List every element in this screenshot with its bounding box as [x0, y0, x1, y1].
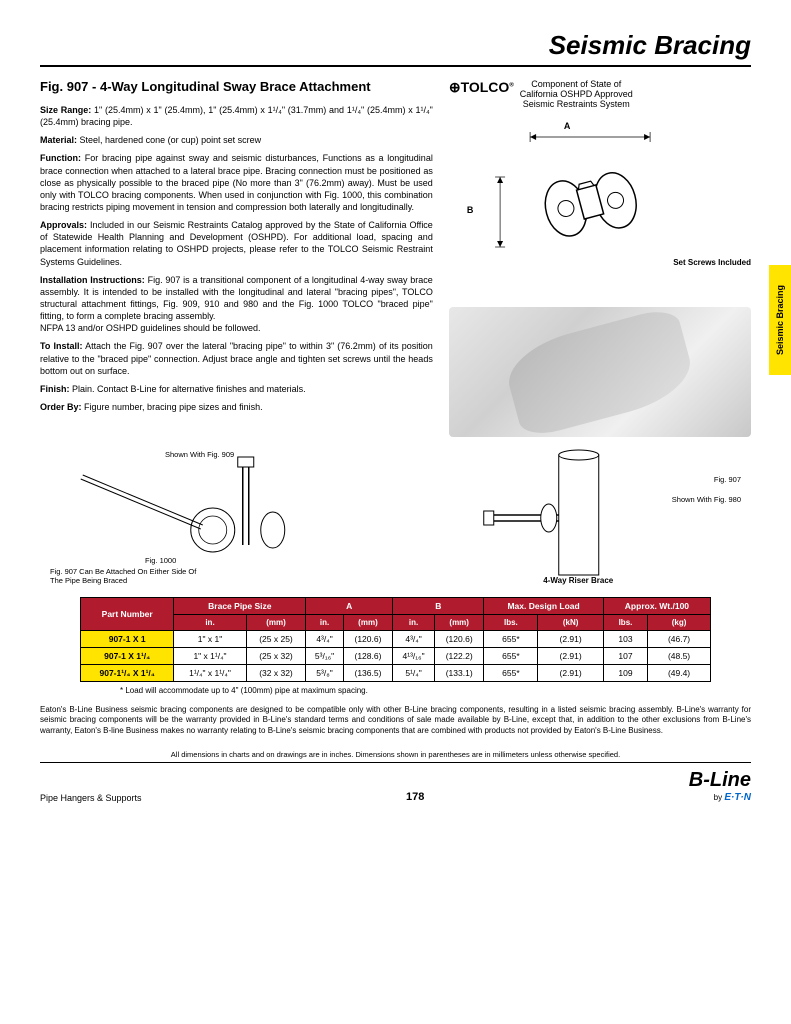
spec-table: Part Number Brace Pipe Size A B Max. Des…: [80, 597, 711, 682]
cell: 5³/₈": [306, 665, 343, 682]
left-column: Fig. 907 - 4-Way Longitudinal Sway Brace…: [40, 79, 433, 437]
brand-logo: ⊕TOLCO®: [449, 79, 514, 96]
cell: (136.5): [343, 665, 392, 682]
th-load: Max. Design Load: [484, 598, 603, 615]
table-row: 907-1 X 1¹/₄1" x 1¹/₄"(25 x 32)5³/₁₆"(12…: [81, 648, 711, 665]
cell: 1" x 1": [174, 631, 246, 648]
th-sub: lbs.: [484, 615, 538, 631]
th-sub: in.: [174, 615, 246, 631]
assembly-diagram-right: Fig. 907 Shown With Fig. 980 4-Way Riser…: [406, 445, 752, 585]
order-by: Order By: Figure number, bracing pipe si…: [40, 401, 433, 413]
disclaimer: Eaton's B-Line Business seismic bracing …: [40, 705, 751, 736]
label-909: Shown With Fig. 909: [165, 450, 234, 459]
th-sub: (kN): [538, 615, 603, 631]
label-980: Shown With Fig. 980: [672, 495, 741, 504]
dim-b: B: [467, 205, 474, 215]
th-partnum: Part Number: [81, 598, 174, 631]
th-sub: (mm): [435, 615, 484, 631]
cell: (25 x 32): [246, 648, 306, 665]
th-sub: lbs.: [603, 615, 647, 631]
th-sub: in.: [393, 615, 435, 631]
page-header: Seismic Bracing: [40, 30, 751, 67]
cell: (25 x 25): [246, 631, 306, 648]
cell: 103: [603, 631, 647, 648]
label-907: Fig. 907: [714, 475, 741, 484]
size-range: Size Range: 1" (25.4mm) x 1" (25.4mm), 1…: [40, 104, 433, 128]
main-diagram: A B Set Screws Included: [449, 117, 751, 297]
cell: (2.91): [538, 648, 603, 665]
cell: 655*: [484, 631, 538, 648]
footer: Pipe Hangers & Supports 178 B-Line by E·…: [40, 769, 751, 803]
mid-diagrams: Shown With Fig. 909 Fig. 1000 Fig. 907 C…: [40, 445, 751, 585]
cell: 107: [603, 648, 647, 665]
fig-title: Fig. 907 - 4-Way Longitudinal Sway Brace…: [40, 79, 433, 94]
cell: 4³/₄": [393, 631, 435, 648]
th-b: B: [393, 598, 484, 615]
footer-left: Pipe Hangers & Supports: [40, 793, 142, 803]
product-photo: [449, 307, 751, 437]
table-row: 907-1¹/₄ X 1¹/₄1¹/₄" x 1¹/₄"(32 x 32)5³/…: [81, 665, 711, 682]
cell: 5³/₁₆": [306, 648, 343, 665]
cell: (32 x 32): [246, 665, 306, 682]
cell: (120.6): [435, 631, 484, 648]
cell: (128.6): [343, 648, 392, 665]
cell: 4³/₄": [306, 631, 343, 648]
page: Seismic Bracing Fig. 907 - 4-Way Longitu…: [0, 0, 791, 1024]
th-a: A: [306, 598, 393, 615]
label-1000: Fig. 1000: [145, 556, 176, 565]
cell: 655*: [484, 665, 538, 682]
footer-right: B-Line by E·T·N: [689, 769, 751, 803]
assembly-diagram-left: Shown With Fig. 909 Fig. 1000 Fig. 907 C…: [40, 445, 386, 585]
cell-partnum: 907-1 X 1¹/₄: [81, 648, 174, 665]
riser-caption: 4-Way Riser Brace: [406, 576, 752, 585]
content-row: Fig. 907 - 4-Way Longitudinal Sway Brace…: [40, 79, 751, 437]
cell: 4¹³/₁₆": [393, 648, 435, 665]
cell: (133.1): [435, 665, 484, 682]
table-row: 907-1 X 11" x 1"(25 x 25)4³/₄"(120.6)4³/…: [81, 631, 711, 648]
right-column: ⊕TOLCO® Component of State of California…: [449, 79, 751, 437]
to-install: To Install: Attach the Fig. 907 over the…: [40, 340, 433, 376]
cell: (46.7): [648, 631, 711, 648]
table-wrap: Part Number Brace Pipe Size A B Max. Des…: [40, 597, 751, 695]
brand-bline: B-Line: [689, 769, 751, 792]
brand-eaton: by E·T·N: [689, 792, 751, 803]
material: Material: Steel, hardened cone (or cup) …: [40, 134, 433, 146]
cell: (2.91): [538, 631, 603, 648]
th-wt: Approx. Wt./100: [603, 598, 710, 615]
approval-box: Component of State of California OSHPD A…: [520, 79, 633, 109]
finish: Finish: Plain. Contact B-Line for altern…: [40, 383, 433, 395]
cell-partnum: 907-1 X 1: [81, 631, 174, 648]
label-attached: Fig. 907 Can Be Attached On Either Side …: [50, 567, 200, 585]
th-sub: (mm): [246, 615, 306, 631]
page-number: 178: [406, 791, 424, 803]
cell: (48.5): [648, 648, 711, 665]
cell: 109: [603, 665, 647, 682]
th-pipesize: Brace Pipe Size: [174, 598, 306, 615]
table-note: * Load will accommodate up to 4" (100mm)…: [120, 686, 711, 695]
cell: 1¹/₄" x 1¹/₄": [174, 665, 246, 682]
th-sub: in.: [306, 615, 343, 631]
cell: 1" x 1¹/₄": [174, 648, 246, 665]
cell: 5¹/₄": [393, 665, 435, 682]
dim-a: A: [564, 121, 571, 131]
foot-note: All dimensions in charts and on drawings…: [40, 750, 751, 763]
cell: (122.2): [435, 648, 484, 665]
function: Function: For bracing pipe against sway …: [40, 152, 433, 213]
cell: (120.6): [343, 631, 392, 648]
cell-partnum: 907-1¹/₄ X 1¹/₄: [81, 665, 174, 682]
th-sub: (kg): [648, 615, 711, 631]
cell: (2.91): [538, 665, 603, 682]
approvals: Approvals: Included in our Seismic Restr…: [40, 219, 433, 268]
cell: (49.4): [648, 665, 711, 682]
install-instructions: Installation Instructions: Fig. 907 is a…: [40, 274, 433, 335]
set-screws-label: Set Screws Included: [673, 258, 751, 267]
th-sub: (mm): [343, 615, 392, 631]
cell: 655*: [484, 648, 538, 665]
